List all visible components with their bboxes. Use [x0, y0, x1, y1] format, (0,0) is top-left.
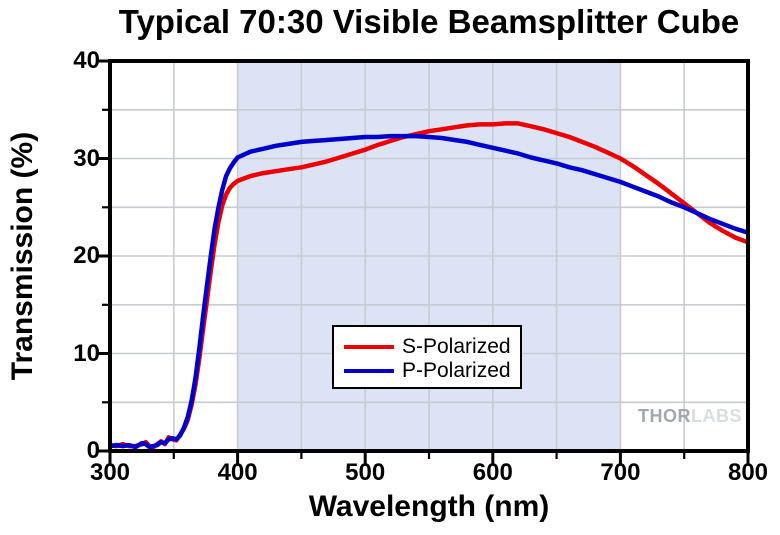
p-polarized-line-swatch	[344, 369, 394, 373]
axis-frame	[108, 59, 750, 453]
thorlabs-watermark: THORLABS	[638, 406, 742, 427]
s-polarized-line-swatch	[344, 345, 394, 349]
p-polarized-curve	[109, 133, 749, 450]
watermark-labs: LABS	[691, 406, 742, 426]
x-axis-title: Wavelength (nm)	[308, 490, 550, 523]
legend-label-p-polarized: P-Polarized	[402, 359, 511, 382]
legend-entry-p-polarized: P-Polarized	[334, 359, 520, 383]
legend-box: S-Polarized P-Polarized	[332, 325, 522, 389]
legend-entry-s-polarized: S-Polarized	[334, 335, 520, 359]
chart-title: Typical 70:30 Visible Beamsplitter Cube	[118, 3, 740, 40]
legend-label-s-polarized: S-Polarized	[402, 335, 511, 358]
watermark-thor: THOR	[638, 406, 691, 426]
